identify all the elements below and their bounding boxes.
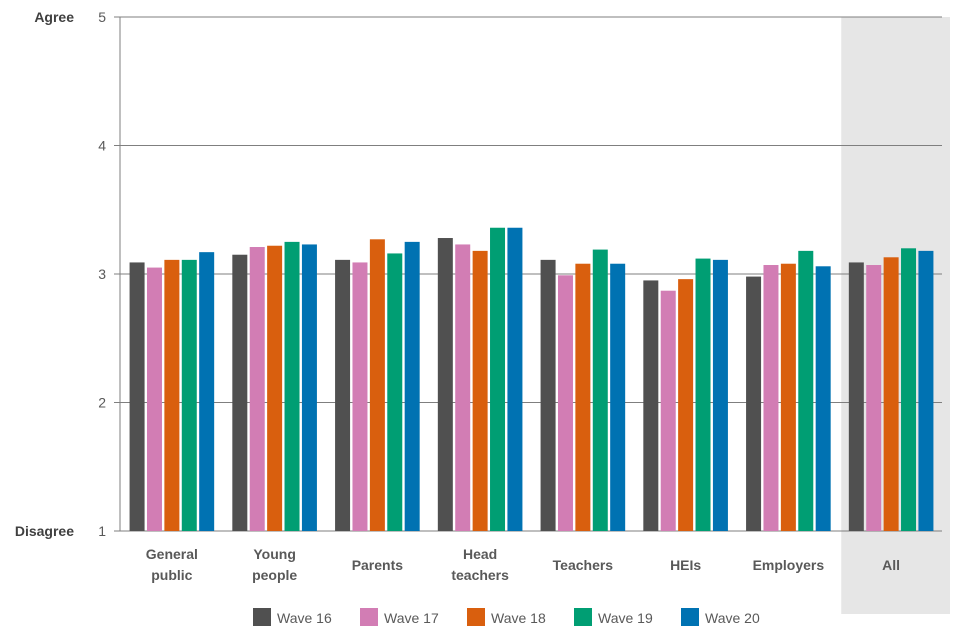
bar-wave-18-parents: [369, 239, 385, 531]
bar-wave-17-employers: [763, 265, 779, 531]
bar-wave-17-all: [866, 265, 882, 531]
bar-wave-19-employers: [798, 250, 814, 531]
category-label-parents: Parents: [352, 557, 404, 573]
category-label-general-public-line2: public: [151, 567, 192, 583]
ytick-label-2: 2: [98, 395, 106, 411]
bar-wave-16-general-public: [129, 262, 145, 531]
y-end-label-top: Agree: [34, 9, 74, 25]
category-label-employers: Employers: [753, 557, 825, 573]
bar-wave-18-heis: [678, 279, 694, 531]
bar-wave-18-general-public: [164, 259, 180, 531]
legend-swatch-wave-18: [467, 608, 485, 626]
bar-wave-18-all: [883, 257, 899, 531]
bar-wave-18-head-teachers: [472, 250, 488, 531]
bar-wave-19-teachers: [592, 249, 608, 531]
category-label-young-people-line2: people: [252, 567, 297, 583]
bar-wave-19-all: [901, 248, 917, 532]
bar-wave-17-heis: [660, 290, 676, 531]
bar-wave-20-employers: [815, 266, 831, 531]
legend-label-wave-18: Wave 18: [491, 610, 546, 626]
bar-wave-20-heis: [712, 259, 728, 531]
bar-wave-17-parents: [352, 262, 368, 531]
bar-wave-19-head-teachers: [490, 227, 506, 532]
legend-swatch-wave-17: [360, 608, 378, 626]
ytick-label-4: 4: [98, 138, 106, 154]
bar-wave-20-parents: [404, 241, 420, 531]
bar-wave-19-parents: [387, 253, 403, 531]
category-label-teachers: Teachers: [553, 557, 614, 573]
legend-label-wave-17: Wave 17: [384, 610, 439, 626]
bar-wave-20-general-public: [199, 252, 215, 531]
bar-wave-16-teachers: [540, 259, 556, 531]
bar-wave-19-general-public: [181, 259, 197, 531]
bar-wave-18-teachers: [575, 263, 591, 531]
category-label-heis: HEIs: [670, 557, 701, 573]
category-label-all: All: [882, 557, 900, 573]
bar-wave-19-heis: [695, 258, 711, 531]
ytick-label-3: 3: [98, 266, 106, 282]
bar-wave-16-employers: [746, 276, 762, 531]
bar-wave-16-heis: [643, 280, 659, 531]
legend-label-wave-19: Wave 19: [598, 610, 653, 626]
bar-wave-18-young-people: [267, 245, 283, 532]
bar-wave-17-head-teachers: [455, 244, 471, 531]
bar-wave-16-parents: [335, 259, 351, 531]
legend-swatch-wave-19: [574, 608, 592, 626]
legend-label-wave-20: Wave 20: [705, 610, 760, 626]
category-label-young-people-line1: Young: [253, 546, 296, 562]
legend-swatch-wave-16: [253, 608, 271, 626]
ytick-label-5: 5: [98, 9, 106, 25]
legend-swatch-wave-20: [681, 608, 699, 626]
bar-wave-16-head-teachers: [437, 238, 453, 531]
bar-wave-20-head-teachers: [507, 227, 523, 532]
bar-wave-17-general-public: [146, 267, 162, 531]
bar-wave-18-employers: [780, 263, 796, 531]
bar-wave-19-young-people: [284, 241, 300, 531]
bar-wave-16-all: [848, 262, 864, 531]
bar-wave-20-teachers: [610, 263, 626, 531]
bar-wave-20-young-people: [301, 244, 317, 531]
bar-wave-20-all: [918, 250, 934, 531]
bar-wave-17-teachers: [557, 275, 573, 531]
bar-wave-17-young-people: [249, 247, 265, 531]
category-label-head-teachers-line1: Head: [463, 546, 497, 562]
ytick-label-1: 1: [98, 523, 106, 539]
category-label-head-teachers-line2: teachers: [451, 567, 509, 583]
category-label-general-public-line1: General: [146, 546, 198, 562]
legend-label-wave-16: Wave 16: [277, 610, 332, 626]
y-end-label-bottom: Disagree: [15, 523, 74, 539]
bar-wave-16-young-people: [232, 254, 248, 531]
